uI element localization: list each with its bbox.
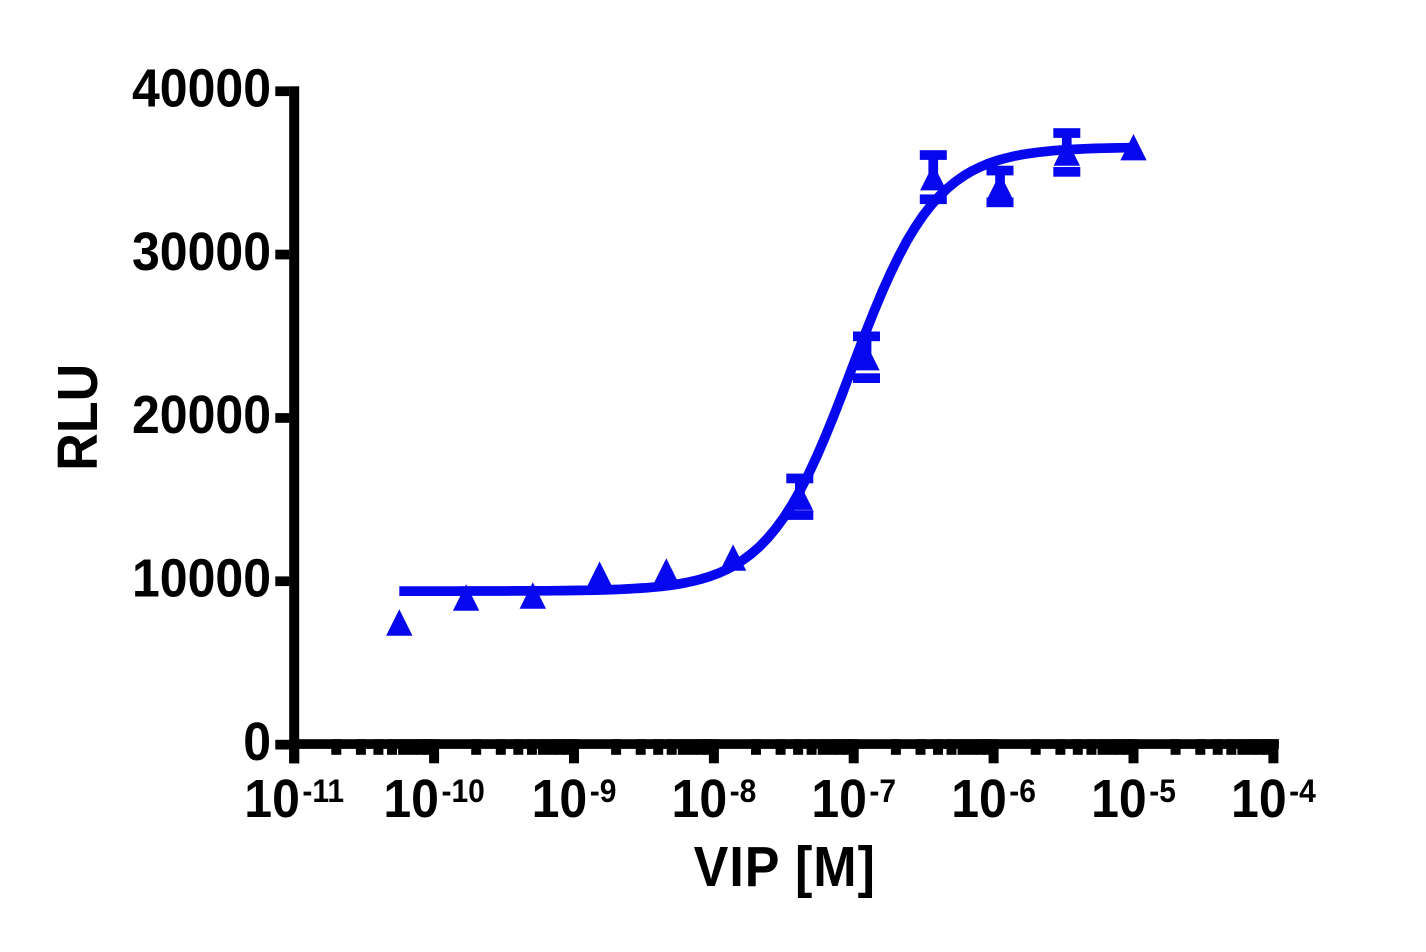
- svg-text:30000: 30000: [132, 222, 271, 282]
- svg-text:40000: 40000: [132, 59, 271, 119]
- svg-text:20000: 20000: [132, 385, 271, 445]
- svg-text:10000: 10000: [132, 549, 271, 609]
- svg-text:RLU: RLU: [47, 364, 109, 471]
- svg-text:0: 0: [243, 712, 271, 772]
- svg-text:VIP [M]: VIP [M]: [694, 836, 876, 898]
